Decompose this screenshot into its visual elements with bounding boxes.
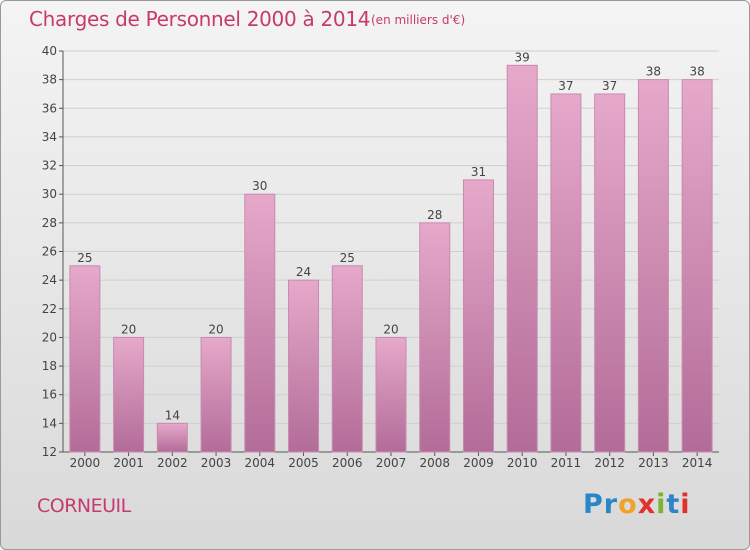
proxiti-logo: Proxiti — [583, 489, 691, 520]
bar-value-label: 30 — [252, 179, 267, 193]
chart-title: Charges de Personnel 2000 à 2014 — [29, 7, 371, 31]
x-tick-label: 2013 — [638, 456, 669, 470]
y-tick-label: 20 — [42, 330, 57, 344]
y-tick-label: 34 — [42, 130, 57, 144]
bars — [69, 64, 713, 453]
chart-subtitle: (en milliers d'€) — [371, 13, 466, 27]
bar-value-label: 31 — [471, 165, 486, 179]
x-tick-label: 2011 — [551, 456, 582, 470]
x-tick-label: 2005 — [288, 456, 319, 470]
bar — [594, 93, 626, 453]
y-tick-label: 26 — [42, 245, 57, 259]
bar — [637, 79, 669, 453]
x-tick-label: 2008 — [419, 456, 450, 470]
x-tick-label: 2007 — [376, 456, 407, 470]
bar-value-label: 20 — [383, 322, 398, 336]
x-tick-label: 2012 — [594, 456, 625, 470]
data-labels: 25 20 14 20 30 24 25 20 28 31 39 37 37 38 38 — [77, 50, 705, 422]
x-tick-label: 2006 — [332, 456, 363, 470]
bar — [113, 336, 145, 453]
bar-value-label: 25 — [77, 251, 92, 265]
bar — [419, 222, 451, 453]
bar — [462, 179, 494, 453]
x-tick-label: 2004 — [245, 456, 276, 470]
bar — [200, 336, 232, 453]
bar-value-label: 20 — [208, 322, 223, 336]
bar-value-label: 38 — [646, 65, 661, 79]
commune-name: CORNEUIL — [37, 495, 131, 517]
x-tick-label: 2001 — [113, 456, 144, 470]
bar — [331, 265, 363, 453]
y-tick-label: 12 — [42, 445, 57, 459]
y-tick-label: 30 — [42, 187, 57, 201]
bar — [288, 279, 320, 453]
y-tick-label: 38 — [42, 73, 57, 87]
bar-value-label: 28 — [427, 208, 442, 222]
bar — [69, 265, 101, 453]
x-tick-label: 2010 — [507, 456, 538, 470]
y-tick-label: 24 — [42, 273, 57, 287]
y-tick-label: 32 — [42, 159, 57, 173]
bar-value-label: 24 — [296, 265, 311, 279]
y-tick-label: 22 — [42, 302, 57, 316]
bar-value-label: 20 — [121, 322, 136, 336]
x-tick-label: 2003 — [201, 456, 232, 470]
y-tick-label: 36 — [42, 101, 57, 115]
y-tick-label: 40 — [42, 44, 57, 58]
y-tick-label: 28 — [42, 216, 57, 230]
x-tick-label: 2002 — [157, 456, 188, 470]
bar — [681, 79, 713, 453]
bar — [550, 93, 582, 453]
bar-value-label: 37 — [558, 79, 573, 93]
x-tick-label: 2014 — [682, 456, 713, 470]
bar — [506, 64, 538, 453]
bar — [244, 193, 276, 453]
bar — [375, 336, 407, 453]
bar-value-label: 38 — [689, 65, 704, 79]
bar-value-label: 25 — [340, 251, 355, 265]
bar-value-label: 37 — [602, 79, 617, 93]
bar — [156, 422, 188, 453]
x-tick-label: 2000 — [70, 456, 101, 470]
x-tick-label: 2009 — [463, 456, 494, 470]
bar-value-label: 14 — [165, 408, 180, 422]
y-tick-label: 18 — [42, 359, 57, 373]
bar-value-label: 39 — [515, 50, 530, 64]
y-tick-label: 14 — [42, 416, 57, 430]
y-tick-label: 16 — [42, 388, 57, 402]
